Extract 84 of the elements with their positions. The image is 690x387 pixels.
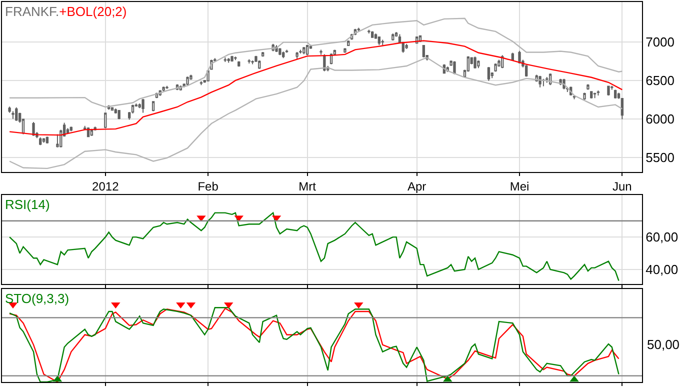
candlestick bbox=[152, 100, 155, 112]
candlestick bbox=[227, 58, 230, 64]
y-tick-label: 40,00 bbox=[646, 262, 678, 277]
candlestick bbox=[46, 136, 49, 144]
y-tick-label: 5500 bbox=[646, 150, 675, 165]
candlestick bbox=[371, 30, 374, 38]
candlestick bbox=[596, 90, 600, 96]
line-series bbox=[8, 57, 623, 170]
candlestick bbox=[323, 54, 326, 72]
candlestick bbox=[302, 46, 306, 55]
candlestick bbox=[453, 60, 456, 74]
candlestick bbox=[42, 138, 46, 144]
candlestick bbox=[104, 112, 107, 129]
candlestick bbox=[166, 85, 168, 90]
candlestick bbox=[392, 33, 394, 41]
candlestick bbox=[118, 110, 120, 120]
candlestick bbox=[546, 76, 548, 84]
candlestick bbox=[39, 136, 42, 146]
candlestick bbox=[224, 56, 227, 62]
line-series bbox=[8, 40, 623, 136]
candlestick bbox=[368, 29, 370, 34]
candlestick bbox=[261, 52, 264, 58]
candlestick bbox=[56, 134, 59, 148]
candlestick bbox=[251, 60, 254, 65]
candlestick bbox=[344, 48, 346, 54]
candlestick bbox=[498, 59, 500, 68]
candlestick bbox=[405, 43, 408, 50]
y-tick-label: 7000 bbox=[646, 34, 675, 50]
candlestick bbox=[32, 122, 35, 136]
x-tick-label: Feb bbox=[198, 179, 219, 194]
candlestick bbox=[306, 44, 309, 56]
y-tick-label: 60,00 bbox=[646, 230, 678, 245]
candlestick bbox=[494, 63, 497, 72]
candlestick bbox=[206, 69, 210, 82]
candlestick bbox=[378, 36, 381, 46]
candlestick bbox=[282, 51, 285, 59]
candlestick bbox=[572, 94, 576, 100]
text: 50,00 bbox=[647, 337, 680, 352]
candlestick bbox=[248, 58, 250, 64]
candlestick bbox=[200, 80, 203, 86]
candlestick bbox=[186, 76, 189, 86]
candlestick bbox=[477, 60, 480, 69]
candlestick bbox=[518, 50, 521, 64]
candlestick bbox=[474, 56, 476, 70]
y-tick-label: 6000 bbox=[646, 111, 675, 126]
candlestick bbox=[583, 92, 586, 100]
candlestick bbox=[347, 40, 350, 46]
candlestick bbox=[138, 103, 141, 109]
candlestick bbox=[12, 110, 14, 120]
candlestick bbox=[607, 85, 610, 96]
candlestick bbox=[230, 55, 234, 62]
text: +BOL(20;2) bbox=[59, 4, 127, 19]
candlestick bbox=[258, 60, 261, 70]
series-label: RSI(14) bbox=[5, 197, 50, 212]
candlestick bbox=[70, 126, 72, 132]
candlestick bbox=[381, 39, 384, 46]
candlestick bbox=[15, 106, 18, 122]
candlestick bbox=[357, 27, 360, 32]
candlestick bbox=[542, 78, 545, 87]
x-tick-label: Mrt bbox=[298, 179, 317, 194]
x-tick-label: 2012 bbox=[92, 179, 120, 194]
candlestick bbox=[614, 89, 617, 100]
candlestick bbox=[593, 92, 596, 99]
candlestick bbox=[586, 84, 590, 90]
x-tick-label: Jun bbox=[612, 179, 632, 194]
candlestick bbox=[538, 75, 542, 88]
candlestick bbox=[398, 34, 402, 44]
candlestick bbox=[296, 52, 298, 60]
candlestick bbox=[278, 48, 282, 56]
series-label: STO(9,3,3) bbox=[5, 291, 70, 306]
x-tick-label: Apr bbox=[407, 179, 426, 194]
y-tick-label: 6500 bbox=[646, 73, 675, 88]
candlestick bbox=[238, 60, 240, 68]
line-series bbox=[8, 18, 623, 108]
candlestick bbox=[487, 66, 490, 82]
candlestick bbox=[320, 49, 322, 56]
x-tick-label: Mei bbox=[510, 179, 530, 194]
candlestick bbox=[590, 90, 593, 100]
line-series bbox=[8, 212, 620, 282]
chart-title: FRANKF. bbox=[5, 4, 60, 19]
candlestick bbox=[162, 86, 165, 92]
candlestick bbox=[142, 98, 144, 114]
candlestick bbox=[234, 56, 237, 61]
candlestick bbox=[422, 44, 426, 58]
